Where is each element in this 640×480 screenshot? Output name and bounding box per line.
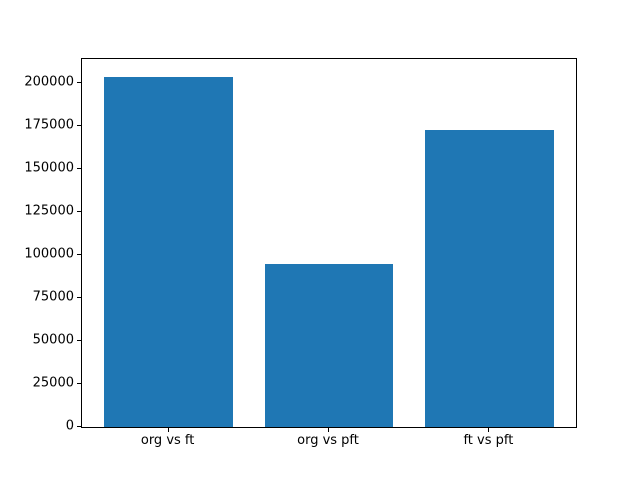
y-tick-label: 200000 (24, 74, 74, 90)
y-tick-mark (77, 426, 81, 427)
y-tick-mark (77, 383, 81, 385)
y-tick-mark (77, 340, 81, 342)
y-tick-mark (77, 125, 81, 127)
y-tick-label: 150000 (24, 160, 74, 176)
y-tick-label: 0 (65, 418, 74, 434)
y-tick-label: 175000 (24, 117, 74, 133)
y-axis-tick-labels: 0 25000 50000 75000 100000 125000 150000 175000… (0, 0, 74, 480)
y-tick-mark (77, 168, 81, 170)
bar-ft-vs-pft (425, 129, 554, 427)
x-tick-mark (488, 428, 490, 432)
y-tick-mark (77, 297, 81, 299)
bar-org-vs-pft (264, 263, 394, 427)
y-tick-label: 125000 (24, 203, 74, 219)
y-tick-label: 100000 (24, 246, 74, 262)
y-tick-mark (77, 211, 81, 213)
y-tick-mark (77, 82, 81, 84)
x-tick-mark (167, 428, 169, 432)
y-tick-label: 50000 (32, 332, 74, 348)
x-tick-label: ft vs pft (463, 433, 514, 448)
bar-org-vs-ft (104, 76, 233, 427)
x-tick-label: org vs ft (140, 433, 195, 448)
y-tick-label: 25000 (32, 375, 74, 391)
y-tick-mark (77, 254, 81, 256)
plot-area (81, 58, 577, 428)
x-tick-mark (328, 428, 329, 432)
y-tick-label: 75000 (32, 289, 74, 305)
x-tick-label: org vs pft (297, 433, 359, 448)
